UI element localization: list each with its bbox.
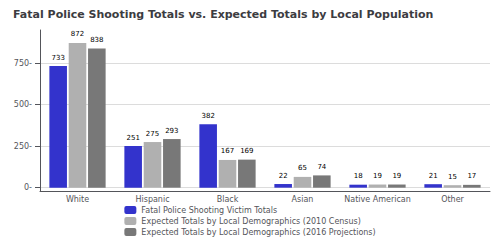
svg-text:Expected Totals by Local Demog: Expected Totals by Local Demographics (2… [141,228,375,237]
svg-text:Black: Black [217,195,239,204]
svg-text:167: 167 [221,147,234,155]
svg-text:17: 17 [467,172,476,180]
svg-text:Other: Other [441,195,464,204]
svg-text:Fatal Police Shooting Totals v: Fatal Police Shooting Totals vs. Expecte… [13,8,433,21]
svg-text:White: White [66,195,89,204]
svg-text:733: 733 [51,54,64,62]
svg-text:Native American: Native American [344,195,411,204]
svg-text:750-: 750- [14,59,32,68]
svg-text:275: 275 [146,130,159,138]
svg-text:65: 65 [298,164,307,172]
svg-text:19: 19 [373,172,382,180]
svg-text:Hispanic: Hispanic [135,195,169,204]
svg-text:21: 21 [429,172,438,180]
svg-text:838: 838 [90,36,103,44]
svg-text:251: 251 [126,134,139,142]
svg-text:Expected Totals by Local Demog: Expected Totals by Local Demographics (2… [141,217,361,226]
svg-text:500-: 500- [14,100,32,109]
svg-text:74: 74 [317,163,326,171]
svg-text:Fatal Police Shooting Victim T: Fatal Police Shooting Victim Totals [141,206,277,215]
svg-text:250-: 250- [14,142,32,151]
svg-text:872: 872 [71,30,84,38]
svg-text:22: 22 [279,172,288,180]
svg-text:293: 293 [165,127,178,135]
svg-text:18: 18 [354,172,363,180]
svg-text:0-: 0- [24,183,32,192]
svg-text:19: 19 [392,172,401,180]
svg-text:Asian: Asian [292,195,314,204]
svg-text:382: 382 [201,112,214,120]
svg-text:169: 169 [240,147,253,155]
svg-text:15: 15 [448,173,457,181]
